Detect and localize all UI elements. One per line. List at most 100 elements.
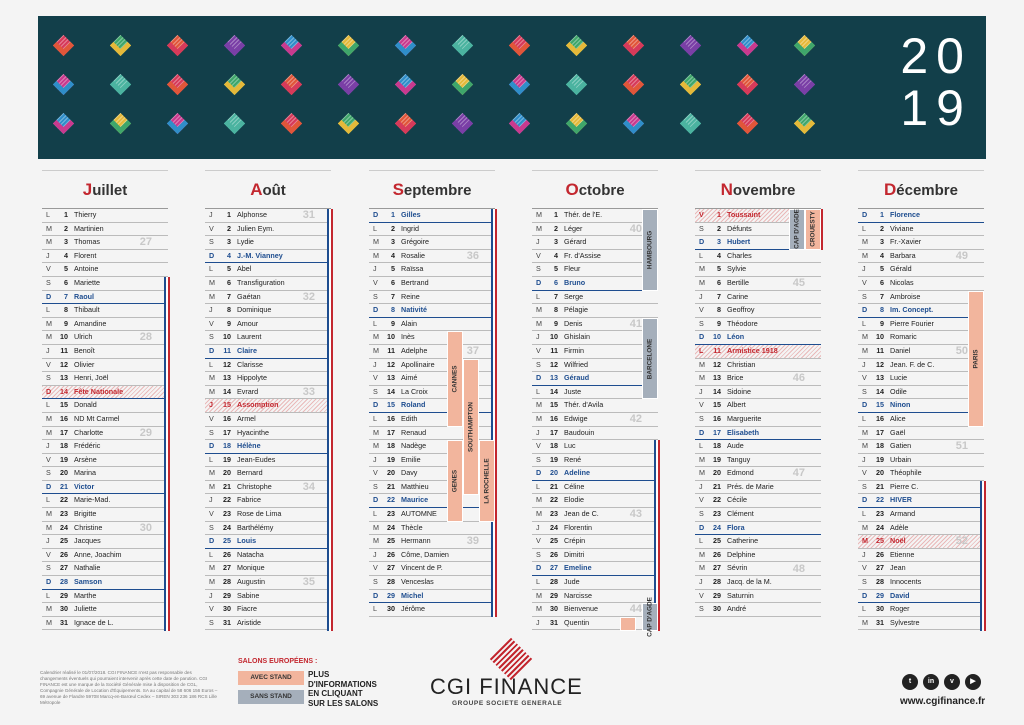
day-row: S 13 Henri, Joël	[42, 372, 168, 386]
day-number: 30	[713, 604, 721, 614]
day-number: 2	[554, 223, 558, 233]
day-letter: V	[373, 468, 378, 478]
twitter-icon[interactable]: t	[902, 674, 918, 690]
day-number: 18	[550, 441, 558, 451]
saint-name: Quentin	[564, 617, 590, 627]
day-row: L 16 Edith	[369, 413, 495, 427]
saint-name: Jean	[890, 563, 906, 573]
saint-name: David	[890, 590, 910, 600]
day-row: L 16 Alice	[858, 413, 984, 427]
saint-name: Armistice 1918	[727, 345, 778, 355]
day-letter: M	[699, 563, 705, 573]
saint-name: Marthe	[74, 590, 97, 600]
saint-name: Sabine	[237, 590, 260, 600]
saint-name: Augustin	[237, 577, 265, 587]
day-number: 28	[60, 577, 68, 587]
day-row: V 4 Fr. d'Assise	[532, 250, 658, 264]
saint-name: Benoît	[74, 345, 95, 355]
salon-marker[interactable]: CAP D'AGDE	[789, 209, 805, 250]
day-number: 30	[60, 604, 68, 614]
saint-name: Gilles	[401, 210, 421, 219]
salon-marker[interactable]: CROUESTY	[805, 209, 821, 250]
salon-marker[interactable]: BARCELONE	[642, 317, 658, 400]
day-row: V 30 Fiacre	[205, 603, 331, 617]
day-row: L 14 Juste	[532, 386, 658, 400]
day-row: M 24 Christine	[42, 522, 168, 536]
linkedin-icon[interactable]: in	[923, 674, 939, 690]
day-row: S 2 Défunts	[695, 223, 821, 237]
day-row: M 18 Gatien	[858, 440, 984, 454]
day-letter: D	[699, 237, 705, 247]
pattern-diamond	[166, 73, 189, 96]
day-row: M 6 Bertille	[695, 277, 821, 291]
day-number: 2	[64, 223, 68, 233]
day-number: 30	[876, 604, 884, 614]
day-letter: V	[699, 400, 704, 410]
day-row: M 24 Thècle	[369, 522, 495, 536]
saint-name: Gatien	[890, 441, 912, 451]
day-row: J 31 Quentin	[532, 617, 658, 631]
day-row: D 14 Fête Nationale	[42, 385, 168, 400]
pattern-diamond	[109, 34, 132, 57]
salon-marker[interactable]: PARIS	[968, 290, 984, 427]
day-number: 16	[60, 413, 68, 423]
saint-name: Vincent de P.	[401, 563, 443, 573]
day-row: M 10 Inès	[369, 331, 495, 345]
website-link[interactable]: www.cgifinance.fr	[900, 696, 986, 707]
salon-marker[interactable]: LA ROCHELLE	[479, 440, 495, 522]
saint-name: Hélène	[237, 441, 261, 451]
salons-info-link[interactable]: PLUS D'INFORMATIONS EN CLIQUANT SUR LES …	[308, 670, 378, 708]
day-number: 26	[387, 549, 395, 559]
week-number: 46	[792, 372, 805, 385]
day-letter: J	[46, 250, 50, 260]
day-row: D 29 Michel	[369, 590, 495, 604]
salon-marker[interactable]: SOUTHAMPTON	[463, 358, 479, 495]
day-number: 26	[713, 549, 721, 559]
saint-name: Marie-Mad.	[74, 495, 111, 505]
month-name-rest: ctobre	[578, 182, 625, 199]
salon-marker[interactable]: CANNES	[447, 331, 463, 427]
day-number: 5	[880, 264, 884, 274]
saint-name: Barbara	[890, 250, 916, 260]
day-letter: L	[46, 400, 50, 410]
day-number: 19	[550, 454, 558, 464]
salon-label: SOUTHAMPTON	[467, 401, 475, 452]
day-letter: L	[699, 250, 703, 260]
day-row: M 5 Sylvie	[695, 263, 821, 277]
day-row: J 19 Urbain	[858, 454, 984, 468]
day-letter: J	[862, 454, 866, 464]
week-number: 28	[139, 331, 152, 344]
day-row: S 5 Fleur	[532, 263, 658, 277]
day-row: D 8 Im. Concept.	[858, 304, 984, 318]
pattern-diamond	[280, 112, 303, 135]
day-number: 19	[223, 454, 231, 464]
day-row: V 8 Geoffroy	[695, 304, 821, 318]
day-row: L 30 Roger	[858, 603, 984, 617]
salon-marker[interactable]	[620, 617, 636, 631]
saint-name: Fête Nationale	[74, 386, 124, 396]
youtube-icon[interactable]: ▶	[965, 674, 981, 690]
saint-name: Romaric	[890, 332, 917, 342]
day-number: 27	[550, 563, 558, 573]
salon-marker[interactable]: CAP D'AGDE	[642, 597, 658, 637]
saint-name: Abel	[237, 264, 252, 274]
day-row: V 29 Saturnin	[695, 590, 821, 604]
saint-name: Innocents	[890, 577, 922, 587]
day-row: J 10 Ghislain	[532, 331, 658, 345]
month-title: Septembre	[369, 170, 495, 208]
day-letter: L	[536, 577, 540, 587]
saint-name: Fr.-Xavier	[890, 237, 922, 247]
day-row: V 20 Davy	[369, 467, 495, 481]
day-number: 8	[880, 305, 884, 315]
saint-name: Côme, Damien	[401, 549, 449, 559]
day-row: S 7 Reine	[369, 291, 495, 305]
salon-marker[interactable]: HAMBOURG	[642, 209, 658, 291]
salon-marker[interactable]: GENES	[447, 440, 463, 522]
day-letter: M	[536, 400, 542, 410]
day-row: D 11 Claire	[205, 345, 331, 359]
day-letter: D	[862, 590, 868, 600]
day-letter: M	[46, 237, 52, 247]
saint-name: Géraud	[564, 373, 590, 383]
saint-name: HIVER	[890, 495, 912, 505]
viadeo-icon[interactable]: v	[944, 674, 960, 690]
